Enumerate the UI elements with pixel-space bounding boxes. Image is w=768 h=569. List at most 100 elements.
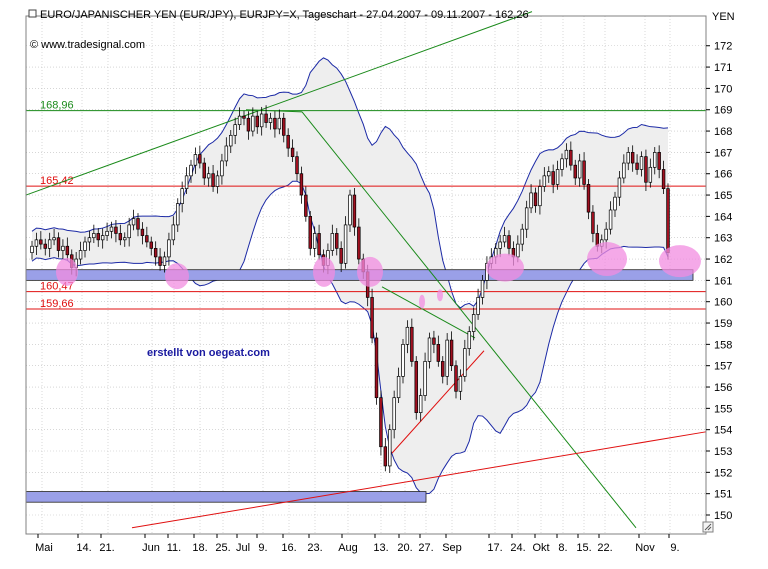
- candle-body: [109, 226, 114, 232]
- candle-body: [34, 239, 39, 247]
- candle-body: [560, 158, 564, 170]
- candle-body: [268, 117, 273, 123]
- candle-body: [666, 188, 670, 253]
- highlight-ellipse: [56, 257, 78, 286]
- candle-body: [441, 361, 445, 377]
- candle-body: [65, 245, 70, 256]
- x-tick-label: 21.: [99, 542, 114, 554]
- candle-body: [176, 203, 180, 226]
- candle-body: [118, 233, 123, 241]
- candle-body: [644, 156, 648, 183]
- candle-body: [136, 218, 140, 230]
- y-tick-label: 160: [714, 297, 732, 309]
- y-tick-label: 152: [714, 467, 732, 479]
- candle-body: [251, 115, 255, 132]
- level-label: 165,42: [40, 175, 74, 187]
- candle-body: [56, 237, 61, 251]
- y-axis-ticks: 150 151 152 153 154 155 156 157 158 159 160 161 162 1…: [706, 41, 732, 522]
- level-label: 159,66: [40, 298, 74, 310]
- candle-body: [657, 152, 661, 170]
- y-tick-label: 165: [714, 190, 732, 202]
- candle-body: [463, 348, 467, 377]
- x-tick-label: 16.: [281, 542, 296, 554]
- x-tick-label: 9.: [258, 542, 267, 554]
- candle-body: [427, 337, 432, 362]
- y-tick-label: 153: [714, 446, 732, 458]
- candle-body: [264, 113, 268, 123]
- candle-body: [39, 239, 43, 245]
- highlight-ellipse: [165, 263, 189, 290]
- candle-body: [467, 331, 471, 349]
- x-tick-label: Okt: [532, 542, 549, 554]
- candle-body: [343, 224, 348, 264]
- candle-body: [105, 230, 109, 236]
- candle-body: [516, 243, 520, 258]
- candle-body: [171, 224, 176, 241]
- candle-body: [635, 162, 639, 170]
- y-tick-label: 159: [714, 318, 732, 330]
- x-tick-label: 17.: [487, 542, 502, 554]
- candle-body: [304, 194, 308, 217]
- trend-line: [25, 11, 533, 196]
- currency-label: YEN: [712, 11, 735, 23]
- candle-body: [551, 171, 555, 185]
- plot-frame: [25, 15, 707, 535]
- highlight-ellipse: [486, 253, 524, 282]
- x-tick-label: Mai: [35, 542, 53, 554]
- x-tick-label: Jul: [236, 542, 250, 554]
- x-tick-label: Aug: [338, 542, 358, 554]
- candle-body: [290, 147, 295, 158]
- candle-body: [273, 117, 277, 130]
- candle-body: [524, 207, 529, 230]
- candle-body: [255, 115, 259, 128]
- candle-body: [52, 237, 56, 241]
- candle-body: [140, 228, 145, 236]
- candle-body: [220, 160, 224, 177]
- candle-body: [564, 149, 569, 160]
- x-tick-label: 22.: [597, 542, 612, 554]
- candle-body: [410, 326, 414, 362]
- y-tick-label: 167: [714, 147, 732, 159]
- x-tick-label: 11.: [167, 542, 181, 554]
- lower-band: [25, 491, 427, 503]
- x-tick-label: Nov: [635, 542, 655, 554]
- candle-body: [61, 245, 65, 251]
- candle-body: [286, 134, 290, 149]
- candle-body: [317, 233, 321, 256]
- y-tick-label: 161: [714, 275, 732, 287]
- highlight-marks: [56, 242, 701, 309]
- candle-body: [114, 226, 118, 234]
- candle-body: [648, 166, 653, 183]
- candle-body: [520, 228, 524, 245]
- candle-body: [100, 235, 105, 241]
- candle-body: [542, 175, 547, 187]
- candle-body: [127, 224, 131, 239]
- candle-body: [436, 344, 441, 362]
- candle-body: [423, 361, 427, 396]
- candle-body: [211, 173, 215, 187]
- candle-body: [401, 344, 405, 377]
- candle-body: [145, 235, 149, 243]
- x-tick-label: 13.: [373, 542, 388, 554]
- candle-body: [471, 314, 476, 332]
- x-tick-label: Jun: [142, 542, 160, 554]
- candle-body: [569, 149, 573, 166]
- x-tick-label: 9.: [670, 542, 679, 554]
- resize-grip-icon[interactable]: [702, 521, 714, 533]
- candle-body: [224, 145, 229, 162]
- candle-body: [608, 209, 613, 230]
- candle-body: [374, 337, 379, 399]
- candle-body: [661, 169, 666, 190]
- y-tick-label: 164: [714, 211, 732, 223]
- x-tick-label: 24.: [510, 542, 525, 554]
- header-checkbox[interactable]: [28, 9, 37, 18]
- x-tick-label: 27.: [418, 542, 433, 554]
- candle-body: [348, 194, 352, 226]
- x-tick-label: Sep: [442, 542, 462, 554]
- candle-body: [507, 235, 511, 249]
- highlight-ellipse: [419, 294, 425, 309]
- y-tick-label: 172: [714, 41, 732, 53]
- candle-body: [308, 216, 312, 249]
- candle-body: [630, 152, 635, 164]
